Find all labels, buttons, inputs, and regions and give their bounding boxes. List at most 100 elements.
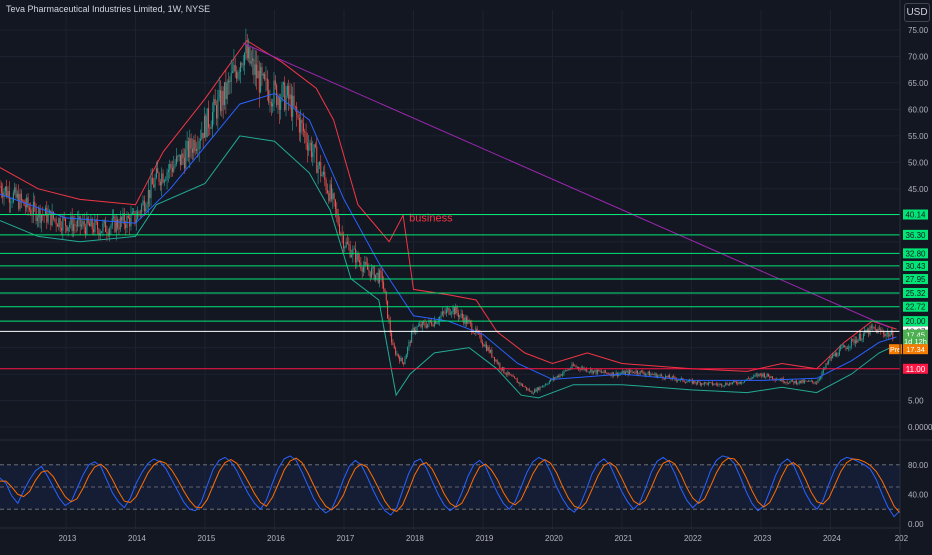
candle-body (532, 393, 534, 394)
candle-body (706, 382, 708, 385)
annotation-label: business (409, 212, 453, 224)
candle-body (584, 368, 586, 371)
candle-body (342, 235, 344, 249)
candle-body (611, 372, 613, 376)
candle-body (575, 365, 577, 368)
candle-body (232, 71, 234, 73)
candle-body (813, 381, 815, 384)
hline-price-label: 40.14 (905, 211, 926, 220)
candle-body (44, 207, 46, 216)
candle-body (256, 64, 258, 79)
candle-body (484, 344, 486, 347)
candle-body (586, 368, 588, 372)
candle-body (419, 324, 421, 326)
candle-body (599, 371, 601, 372)
candle-body (0, 186, 2, 193)
candle-body (769, 376, 771, 378)
horizontal-lines[interactable]: 40.14 36.30 32.80 30.43 27.95 25.32 22.72 20.00… (0, 209, 928, 374)
candle-body (449, 313, 451, 315)
candle-body (87, 217, 89, 224)
candle-body (214, 99, 216, 106)
candle-body (125, 224, 127, 228)
candle-body (51, 211, 53, 226)
price-tick-label: 75.00 (908, 26, 929, 35)
candle-body (773, 379, 775, 380)
candle-body (638, 373, 640, 375)
candle-body (453, 307, 455, 315)
candle-body (201, 132, 203, 140)
candle-body (645, 374, 647, 375)
candle-body (766, 373, 768, 377)
candle-body (85, 226, 87, 235)
candle-body (63, 217, 65, 219)
candle-body (686, 381, 688, 383)
candle-body (647, 371, 649, 374)
candle-body (886, 332, 888, 334)
candle-body (489, 349, 491, 353)
candle-body (671, 376, 673, 380)
candle-body (77, 219, 79, 227)
candle-body (171, 167, 173, 172)
candle-body (58, 218, 60, 227)
candle-body (743, 380, 745, 383)
candle-body (698, 381, 700, 383)
candle-body (328, 192, 330, 201)
candle-body (304, 131, 306, 133)
candle-body (114, 216, 116, 232)
trendline[interactable] (243, 42, 890, 328)
candle-body (385, 292, 387, 301)
candle-body (711, 382, 713, 385)
main-pane[interactable]: business (0, 28, 897, 399)
candle-body (244, 53, 246, 65)
candle-body (888, 332, 890, 337)
candle-body (229, 80, 231, 82)
candle-body (424, 322, 426, 326)
candle-body (113, 216, 115, 218)
candle-body (216, 105, 218, 119)
candle-body (24, 205, 26, 208)
currency-button[interactable]: USD (904, 3, 930, 22)
candle-body (198, 140, 200, 150)
candle-body (300, 119, 302, 133)
candle-body (427, 323, 429, 328)
candle-body (457, 312, 459, 318)
candle-body (154, 177, 156, 188)
candle-body (341, 233, 343, 236)
candle-body (322, 171, 324, 175)
candle-body (349, 245, 351, 258)
candle-body (210, 127, 212, 129)
candle-body (375, 274, 377, 280)
candle-body (135, 219, 137, 223)
candle-body (488, 347, 490, 353)
candle-body (705, 382, 707, 383)
candle-body (137, 211, 139, 220)
candle-body (66, 225, 68, 231)
candle-body (849, 345, 851, 348)
candle-body (703, 382, 705, 385)
candle-body (384, 288, 386, 293)
candle-body (381, 272, 383, 283)
candle-body (252, 58, 254, 61)
candle-body (90, 218, 92, 227)
candle-body (436, 322, 438, 324)
candle-body (659, 374, 661, 376)
candle-body (697, 381, 699, 384)
grid-lines (0, 10, 901, 530)
candle-body (626, 370, 628, 372)
candle-body (472, 331, 474, 334)
candle-body (642, 371, 644, 374)
candle-body (54, 218, 56, 220)
stochastic-pane[interactable]: 80.00 40.00 0.00 (0, 455, 929, 529)
candle-body (816, 382, 818, 384)
candle-body (546, 384, 548, 385)
candle-body (451, 312, 453, 314)
candle-body (825, 363, 827, 369)
candle-body (36, 217, 38, 222)
candle-body (734, 380, 736, 382)
candle-body (701, 383, 703, 385)
candle-body (298, 117, 300, 133)
candle-body (32, 201, 34, 215)
candle-body (694, 381, 696, 384)
